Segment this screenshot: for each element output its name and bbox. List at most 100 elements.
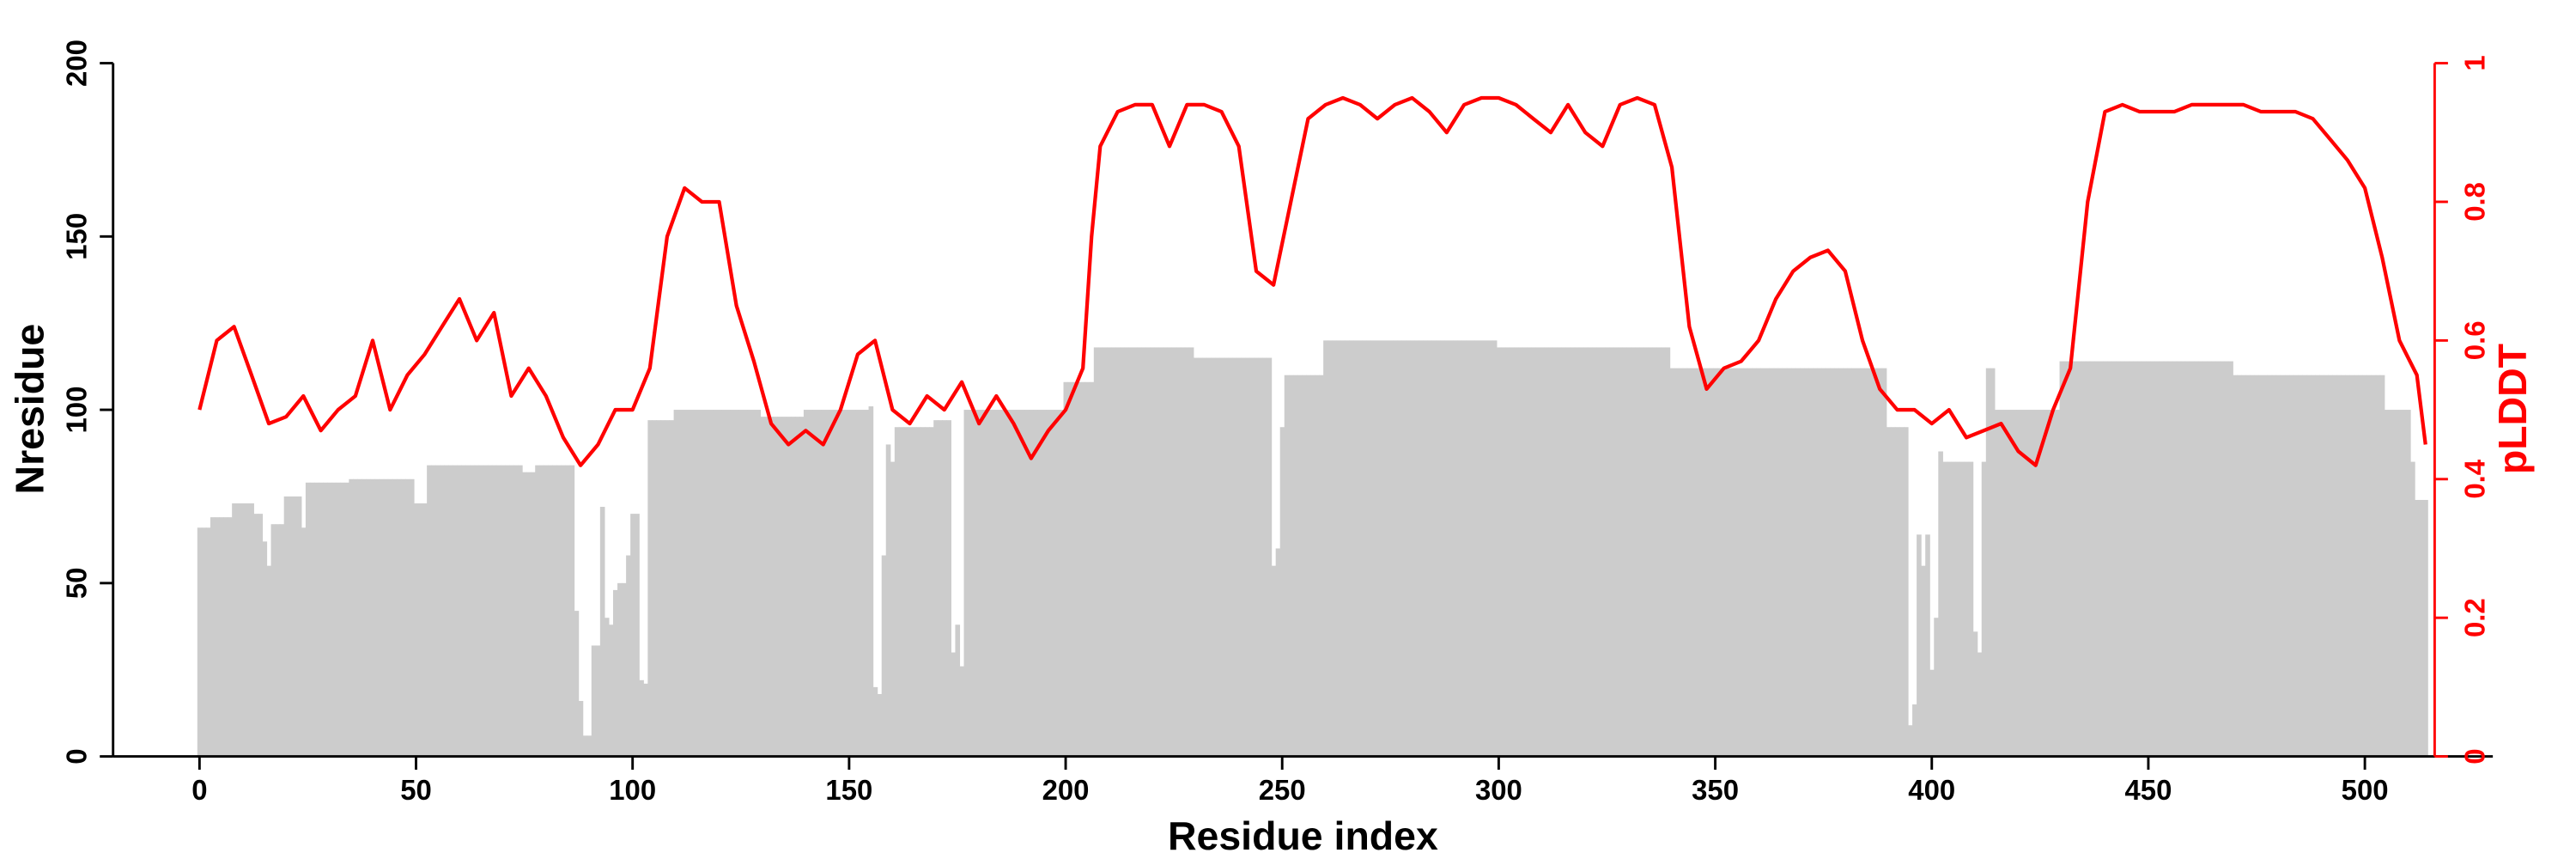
bar xyxy=(1669,368,1675,757)
bar xyxy=(713,410,718,757)
bar xyxy=(1431,340,1437,757)
bar xyxy=(1154,347,1160,757)
bar xyxy=(2336,375,2342,757)
bar xyxy=(1176,347,1182,757)
bar xyxy=(1254,357,1260,757)
bar xyxy=(1777,368,1783,757)
bar xyxy=(526,472,532,757)
bar xyxy=(1258,357,1264,757)
bar xyxy=(1977,652,1983,757)
bar xyxy=(1106,347,1112,757)
bar xyxy=(569,465,575,757)
bar xyxy=(1366,340,1372,757)
bar xyxy=(2093,361,2099,757)
bar xyxy=(1535,347,1540,757)
bar xyxy=(323,482,328,757)
bar xyxy=(1686,368,1692,757)
bar xyxy=(2215,361,2221,757)
bar xyxy=(513,465,519,757)
x-tick-label: 300 xyxy=(1475,774,1522,806)
bar xyxy=(400,478,406,757)
bar xyxy=(1111,347,1116,757)
bar-series xyxy=(197,340,2428,757)
bar xyxy=(522,472,527,757)
bar xyxy=(2228,361,2233,757)
bar xyxy=(1557,347,1563,757)
bar xyxy=(1899,427,1905,757)
bar xyxy=(1908,725,1913,757)
bar xyxy=(1124,347,1129,757)
bar xyxy=(253,514,259,757)
bar xyxy=(1145,347,1151,757)
bar xyxy=(2120,361,2125,757)
bar xyxy=(1600,347,1606,757)
bar xyxy=(313,482,319,757)
bar xyxy=(1803,368,1809,757)
x-tick-label: 250 xyxy=(1259,774,1306,806)
bar xyxy=(1661,347,1667,757)
bar xyxy=(1024,410,1030,757)
bar xyxy=(427,465,432,757)
bar xyxy=(2146,361,2152,757)
bar xyxy=(2332,375,2337,757)
bar xyxy=(1392,340,1398,757)
bar xyxy=(392,478,398,757)
bar xyxy=(435,465,440,757)
bar xyxy=(1934,618,1939,757)
bar xyxy=(1881,368,1887,757)
bar xyxy=(1249,357,1255,757)
bar xyxy=(790,417,796,757)
bar xyxy=(1773,368,1779,757)
bar xyxy=(283,496,289,757)
bar xyxy=(1271,565,1277,757)
bar xyxy=(2020,410,2026,757)
bar xyxy=(258,514,264,757)
bar xyxy=(240,503,246,757)
bar xyxy=(1232,357,1237,757)
bar xyxy=(578,701,584,757)
bar xyxy=(1894,427,1900,757)
bar xyxy=(1288,375,1294,757)
y-tick-label: 50 xyxy=(61,568,93,600)
bar xyxy=(1561,347,1567,757)
bar xyxy=(963,410,969,757)
bar xyxy=(1760,368,1766,757)
bar xyxy=(495,465,501,757)
bar xyxy=(1310,375,1315,757)
bar xyxy=(483,465,489,757)
bar xyxy=(591,645,597,757)
y-right-tick-label: 0.2 xyxy=(2458,598,2490,637)
bar xyxy=(214,517,220,757)
bar xyxy=(2012,410,2017,757)
bar xyxy=(266,565,272,757)
y-right-tick-label: 1 xyxy=(2458,55,2490,70)
bar xyxy=(682,410,688,757)
bar xyxy=(1947,461,1953,757)
bar xyxy=(1735,368,1740,757)
bar xyxy=(1756,368,1762,757)
y-axis-right-label: pLDDT xyxy=(2490,344,2535,474)
bar xyxy=(444,465,449,757)
bar xyxy=(1570,347,1576,757)
bar xyxy=(2107,361,2112,757)
bar xyxy=(677,410,683,757)
bar xyxy=(690,410,696,757)
bar xyxy=(422,503,428,757)
bar xyxy=(1813,368,1818,757)
bar xyxy=(2349,375,2355,757)
bar xyxy=(1851,368,1857,757)
bar xyxy=(669,420,675,757)
bar xyxy=(508,465,514,757)
y-tick-label: 200 xyxy=(61,40,93,87)
bar xyxy=(2271,375,2277,757)
bar xyxy=(1591,347,1597,757)
bar xyxy=(2193,361,2199,757)
bar xyxy=(652,420,658,757)
bar xyxy=(1959,461,1965,757)
bar xyxy=(1305,375,1311,757)
x-tick-label: 450 xyxy=(2124,774,2172,806)
bar xyxy=(834,410,839,757)
bar xyxy=(1856,368,1862,757)
bar xyxy=(448,465,453,757)
bar xyxy=(1379,340,1385,757)
